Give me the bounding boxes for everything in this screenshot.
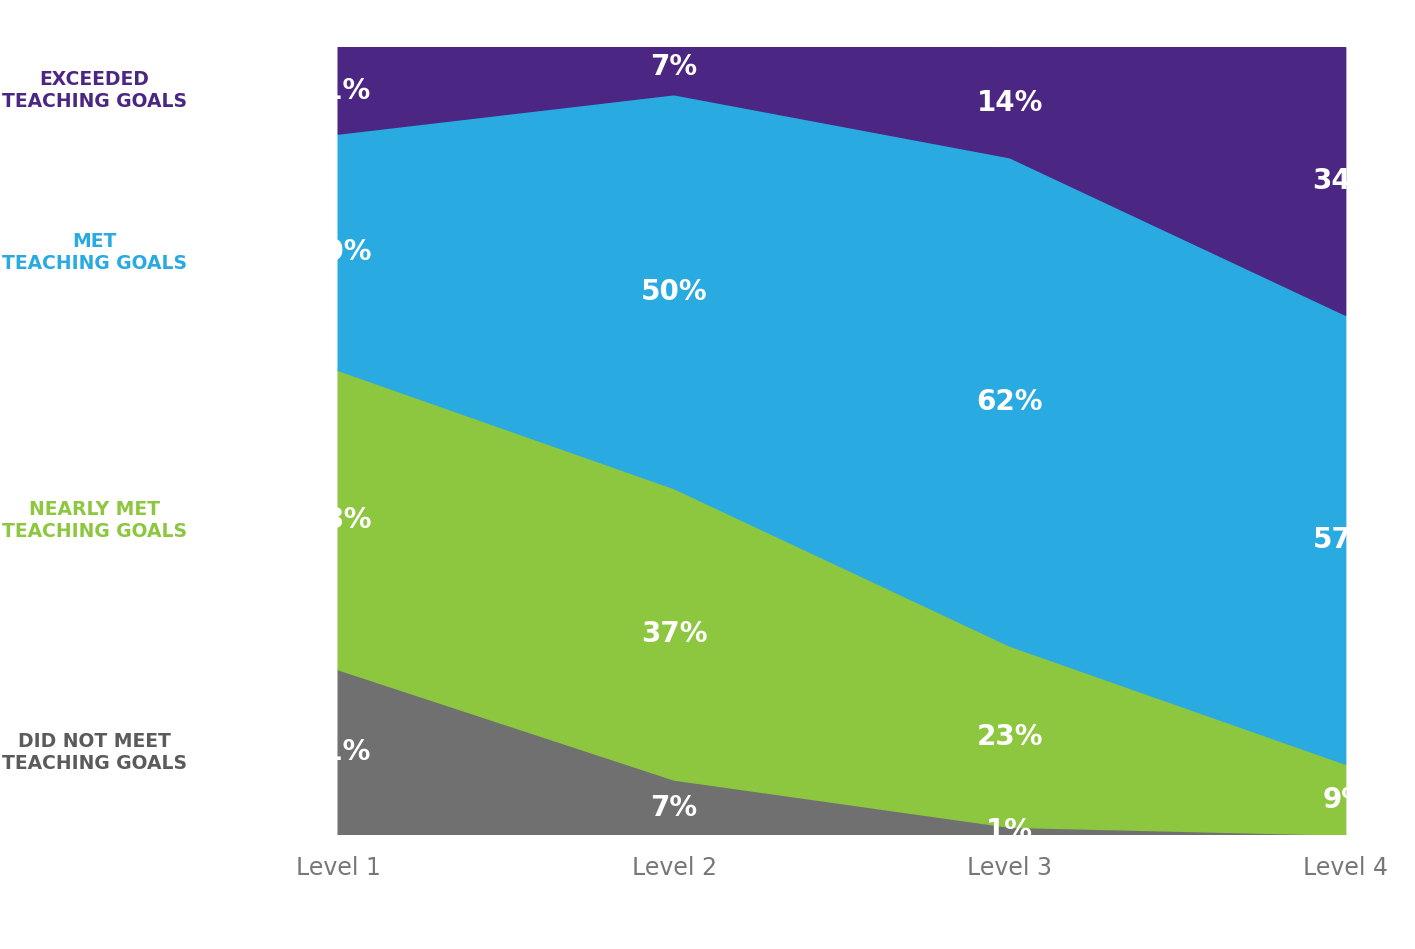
- Text: 21%: 21%: [306, 738, 371, 767]
- Text: MET
TEACHING GOALS: MET TEACHING GOALS: [1, 232, 187, 272]
- Polygon shape: [338, 370, 1346, 835]
- Polygon shape: [338, 95, 1346, 764]
- Text: DID NOT MEET
TEACHING GOALS: DID NOT MEET TEACHING GOALS: [1, 732, 187, 772]
- Polygon shape: [338, 40, 1346, 315]
- Text: 38%: 38%: [304, 506, 371, 534]
- Text: 30%: 30%: [304, 238, 371, 267]
- Text: 50%: 50%: [641, 278, 708, 306]
- Text: 7%: 7%: [651, 793, 698, 822]
- Text: 9%: 9%: [1322, 786, 1370, 813]
- Polygon shape: [338, 670, 1346, 835]
- Text: 62%: 62%: [976, 388, 1043, 416]
- Text: 14%: 14%: [976, 88, 1043, 117]
- Text: 37%: 37%: [641, 621, 708, 648]
- Text: 11%: 11%: [306, 77, 371, 104]
- Text: 1%: 1%: [986, 817, 1033, 846]
- Text: NEARLY MET
TEACHING GOALS: NEARLY MET TEACHING GOALS: [1, 499, 187, 541]
- Text: 57%: 57%: [1312, 526, 1380, 554]
- Text: EXCEEDED
TEACHING GOALS: EXCEEDED TEACHING GOALS: [1, 70, 187, 111]
- Text: 23%: 23%: [976, 722, 1043, 751]
- Text: 34%: 34%: [1313, 167, 1380, 195]
- Text: 7%: 7%: [651, 53, 698, 82]
